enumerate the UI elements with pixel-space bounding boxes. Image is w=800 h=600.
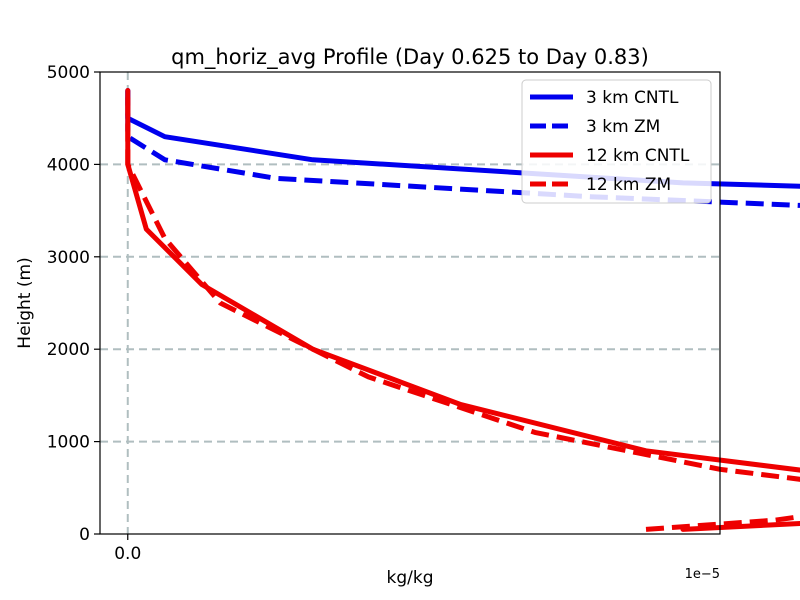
x-tick-label: 0.0 [114,544,141,564]
series-line-3 [125,88,800,532]
y-axis-label: Height (m) [15,257,35,348]
legend-label-2: 3 km ZM [586,117,660,137]
series-line-4 [125,90,800,532]
axis-ticks: 0.00.51.01.52.02.53.00100020003000400050… [47,63,142,564]
legend-label-4: 12 km ZM [586,175,671,195]
y-tick-label: 0 [79,525,90,545]
legend-label-3: 12 km CNTL [586,146,690,166]
legend: 3 km CNTL 3 km ZM 12 km CNTL 12 km ZM [521,79,712,204]
x-axis-label: kg/kg [387,568,434,588]
chart-title: qm_horiz_avg Profile (Day 0.625 to Day 0… [171,45,649,70]
y-tick-label: 3000 [47,248,90,268]
legend-label-1: 3 km CNTL [586,88,679,108]
grid [100,72,720,534]
x-axis-scale-label: 1e−5 [685,567,720,582]
y-tick-label: 2000 [47,340,90,360]
y-tick-label: 5000 [47,63,90,83]
y-tick-label: 1000 [47,433,90,453]
y-tick-label: 4000 [47,155,90,175]
legend-box [521,79,712,204]
plot-frame [99,71,721,535]
